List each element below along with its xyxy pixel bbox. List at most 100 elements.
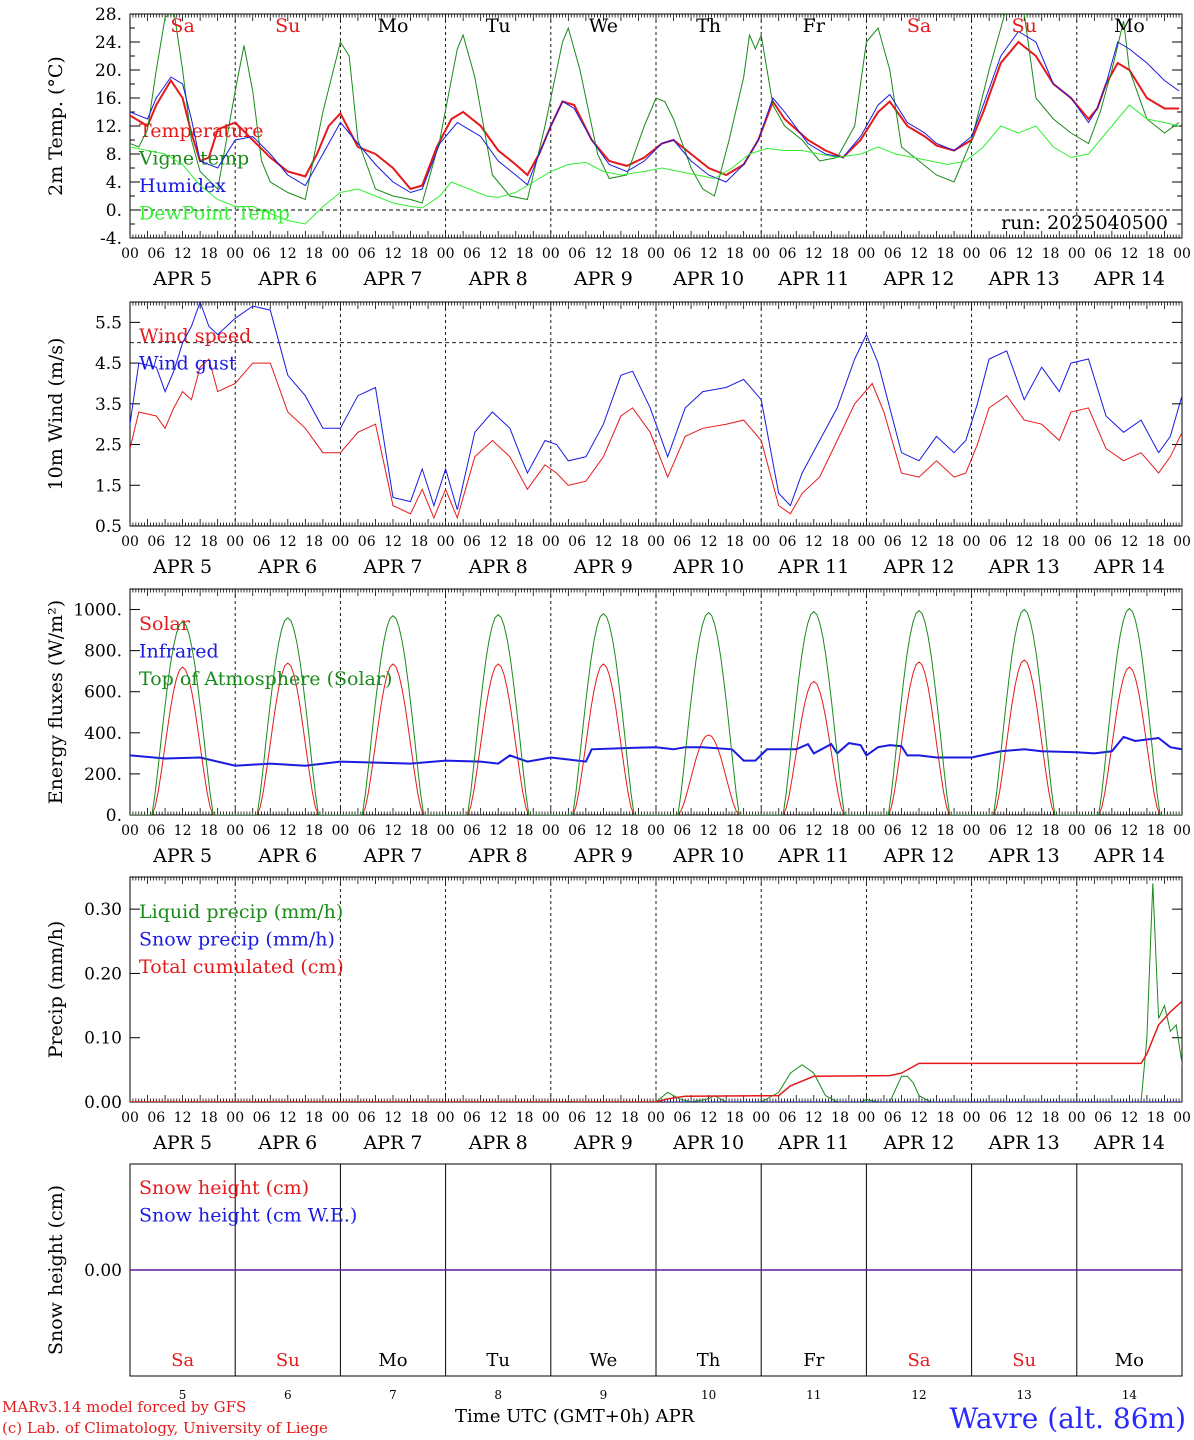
x-tick-label: 00	[121, 823, 139, 839]
x-tick-label: 12	[1015, 246, 1033, 262]
x-tick-label: 06	[1094, 823, 1112, 839]
x-tick-label: 00	[963, 1110, 981, 1126]
day-number: 13	[1017, 1388, 1032, 1402]
series-line-wind-speed	[130, 358, 1182, 520]
x-tick-label: 12	[174, 1110, 192, 1126]
x-tick-label: 12	[489, 246, 507, 262]
date-label: APR 8	[468, 268, 528, 290]
date-label: APR 13	[988, 845, 1060, 867]
panel-2-frame	[129, 301, 1183, 527]
x-tick-label: 06	[884, 823, 902, 839]
x-tick-label: 06	[358, 534, 376, 550]
x-tick-label: 18	[516, 1110, 534, 1126]
x-tick-label: 18	[410, 1110, 428, 1126]
series-line-wind-gust	[130, 302, 1182, 510]
x-tick-label: 00	[542, 1110, 560, 1126]
weekday-label: Th	[696, 15, 721, 37]
series-line-top-of-atmosphere-solar-	[130, 607, 1182, 815]
x-tick-label: 18	[305, 823, 323, 839]
x-tick-label: 06	[568, 1110, 586, 1126]
legend-entry: Snow precip (mm/h)	[139, 929, 335, 951]
x-tick-label: 00	[857, 823, 875, 839]
y-axis-label: Precip (mm/h)	[45, 921, 67, 1059]
y-tick-label: 28.	[95, 5, 122, 25]
x-tick-label: 00	[437, 534, 455, 550]
x-tick-label: 06	[147, 823, 165, 839]
x-tick-label: 12	[384, 534, 402, 550]
x-tick-label: 06	[463, 823, 481, 839]
series-line-solar	[130, 659, 1182, 815]
date-label: APR 13	[988, 556, 1060, 578]
x-tick-label: 06	[1094, 1110, 1112, 1126]
x-tick-label: 18	[1042, 823, 1060, 839]
x-tick-label: 06	[673, 1110, 691, 1126]
x-tick-label: 06	[989, 823, 1007, 839]
date-label: APR 12	[882, 268, 954, 290]
y-tick-label: 8.	[106, 145, 122, 165]
x-tick-label: 06	[568, 823, 586, 839]
x-tick-label: 00	[752, 823, 770, 839]
x-tick-label: 06	[253, 1110, 271, 1126]
weekday-label: Mo	[378, 1350, 407, 1371]
y-tick-label: 1000.	[73, 601, 122, 621]
legend-entry: Vigne temp	[138, 148, 249, 170]
x-tick-label: 12	[1015, 823, 1033, 839]
y-axis-label: Energy fluxes (W/m²)	[45, 600, 67, 804]
y-axis-label: 10m Wind (m/s)	[45, 338, 67, 491]
series-line-humidex	[130, 30, 1180, 194]
y-tick-label: 20.	[95, 61, 122, 81]
x-tick-label: 06	[989, 534, 1007, 550]
x-tick-label: 06	[989, 1110, 1007, 1126]
x-tick-label: 18	[726, 534, 744, 550]
x-tick-label: 18	[621, 534, 639, 550]
x-tick-label: 00	[437, 246, 455, 262]
legend-entry: Infrared	[139, 641, 219, 663]
x-tick-label: 00	[1173, 534, 1191, 550]
date-label: APR 7	[363, 1132, 423, 1154]
x-tick-label: 18	[200, 823, 218, 839]
x-tick-label: 12	[1015, 1110, 1033, 1126]
x-tick-label: 06	[884, 246, 902, 262]
date-label: APR 14	[1093, 845, 1165, 867]
x-tick-label: 12	[594, 1110, 612, 1126]
y-tick-label: 0.	[106, 201, 122, 221]
x-tick-label: 00	[331, 534, 349, 550]
legend-entry: Temperature	[139, 120, 263, 142]
date-label: APR 5	[152, 268, 212, 290]
x-tick-label: 00	[542, 823, 560, 839]
date-label: APR 12	[882, 1132, 954, 1154]
x-tick-label: 12	[594, 246, 612, 262]
y-tick-label: 0.00	[84, 1261, 122, 1281]
legend-entry: Wind gust	[139, 353, 237, 375]
y-tick-label: 5.5	[95, 313, 122, 333]
run-label: run: 2025040500	[1001, 212, 1168, 234]
legend-entry: Snow height (cm)	[139, 1177, 309, 1199]
x-tick-label: 00	[226, 246, 244, 262]
x-tick-label: 00	[1173, 823, 1191, 839]
legend-entry: Wind speed	[139, 325, 251, 347]
x-tick-label: 18	[726, 823, 744, 839]
date-label: APR 8	[468, 1132, 528, 1154]
x-tick-label: 12	[700, 823, 718, 839]
x-tick-label: 12	[700, 1110, 718, 1126]
x-tick-label: 12	[1120, 534, 1138, 550]
weekday-label: Sa	[170, 15, 194, 37]
x-tick-label: 00	[331, 823, 349, 839]
series-line-dewpoint-temp	[130, 104, 1180, 225]
weekday-label: Mo	[378, 15, 409, 37]
x-tick-label: 06	[463, 534, 481, 550]
x-tick-label: 06	[358, 1110, 376, 1126]
x-tick-label: 12	[1120, 246, 1138, 262]
x-tick-label: 06	[147, 534, 165, 550]
x-tick-label: 12	[805, 246, 823, 262]
x-tick-label: 06	[673, 534, 691, 550]
weekday-label: Tu	[486, 1350, 510, 1371]
x-tick-label: 18	[1147, 1110, 1165, 1126]
x-tick-label: 06	[779, 534, 797, 550]
x-tick-label: 12	[279, 534, 297, 550]
y-tick-label: 400.	[84, 724, 122, 744]
x-tick-label: 12	[805, 823, 823, 839]
station-label: Wavre (alt. 86m)	[949, 1402, 1186, 1435]
x-tick-label: 00	[437, 823, 455, 839]
day-number: 14	[1122, 1388, 1138, 1402]
